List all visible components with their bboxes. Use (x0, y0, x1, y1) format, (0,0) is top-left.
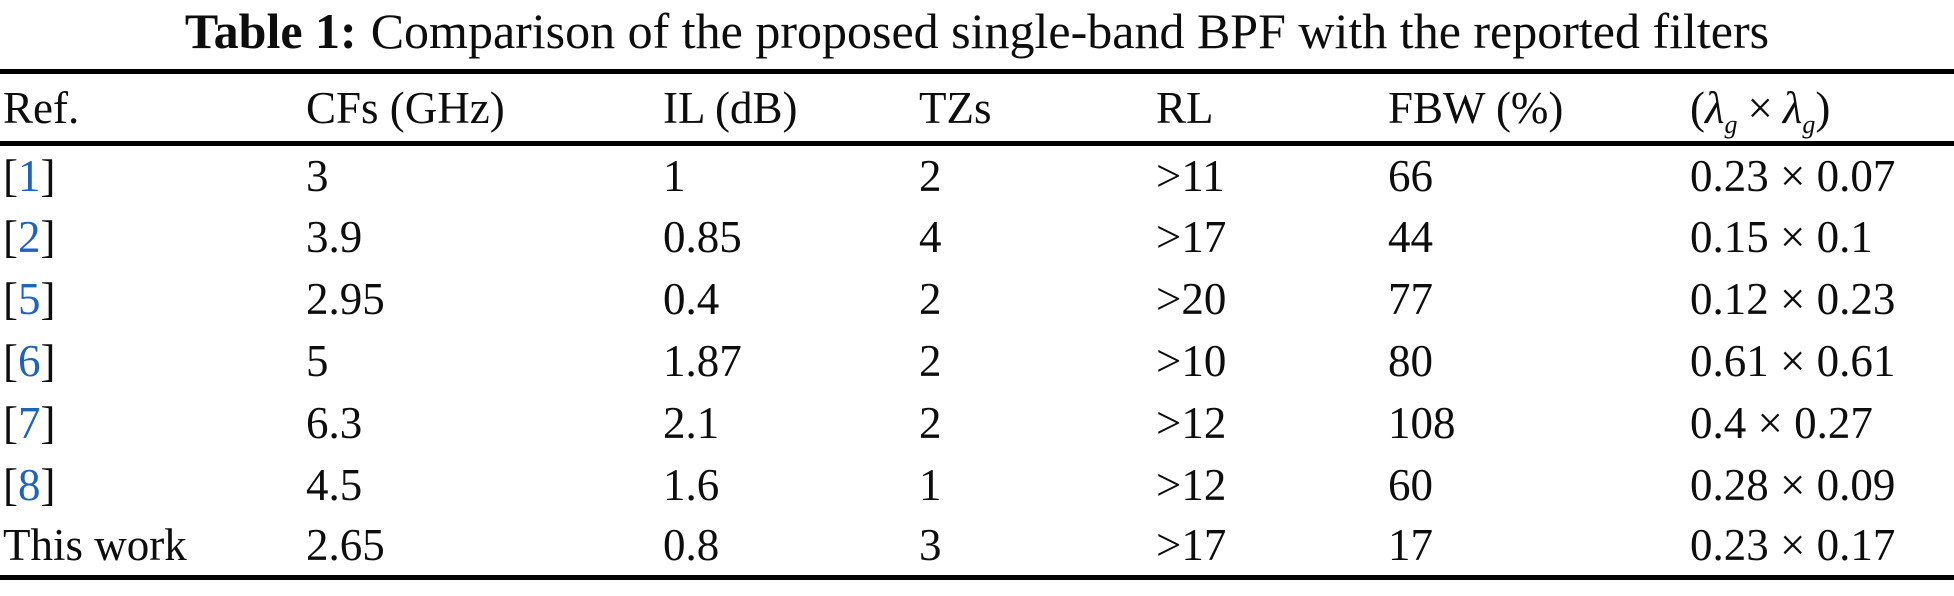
table-row: [1] 3 1 2 >11 66 0.23 × 0.07 (0, 144, 1954, 206)
fbw-cell: 60 (1388, 459, 1433, 510)
citation-bracket: [ (3, 211, 18, 262)
lambda-subscript: g (1724, 109, 1738, 139)
paren-close: ) (1815, 82, 1831, 133)
column-header-cfs: CFs (GHz) (306, 82, 505, 133)
citation-bracket: [ (3, 150, 18, 201)
citation-bracket: ] (40, 211, 56, 262)
tzs-cell: 1 (919, 459, 942, 510)
ref-cell: [1] (0, 144, 306, 206)
cfs-cell: 6.3 (306, 397, 363, 448)
table-row: [6] 5 1.87 2 >10 80 0.61 × 0.61 (0, 330, 1954, 392)
citation-bracket: [ (3, 459, 18, 510)
cfs-cell: 2.65 (306, 520, 385, 571)
paren-open: ( (1690, 82, 1705, 133)
rl-cell: >20 (1156, 273, 1227, 324)
fbw-cell: 44 (1388, 211, 1433, 262)
ref-cell: [2] (0, 206, 306, 268)
cfs-cell: 3 (306, 150, 329, 201)
fbw-cell: 17 (1388, 520, 1433, 571)
fbw-cell: 66 (1388, 150, 1433, 201)
ref-cell: [7] (0, 392, 306, 454)
ref-cell: This work (3, 520, 187, 571)
fbw-cell: 77 (1388, 273, 1433, 324)
comparison-table: Ref. CFs (GHz) IL (dB) TZs RL FBW (%) (λ… (0, 69, 1954, 580)
citation-link[interactable]: 8 (18, 459, 41, 510)
rl-cell: >12 (1156, 459, 1227, 510)
cfs-cell: 3.9 (306, 211, 363, 262)
ref-cell: [8] (0, 454, 306, 516)
size-cell: 0.61 × 0.61 (1690, 335, 1896, 386)
table-caption-label: Table 1: (184, 3, 357, 59)
citation-bracket: ] (40, 273, 56, 324)
table-row: [8] 4.5 1.6 1 >12 60 0.28 × 0.09 (0, 454, 1954, 516)
table-row: [2] 3.9 0.85 4 >17 44 0.15 × 0.1 (0, 206, 1954, 268)
size-cell: 0.15 × 0.1 (1690, 211, 1873, 262)
citation-bracket: ] (40, 459, 56, 510)
citation-link[interactable]: 1 (18, 150, 41, 201)
lambda-subscript: g (1802, 109, 1816, 139)
citation-bracket: [ (3, 335, 18, 386)
table-body: [1] 3 1 2 >11 66 0.23 × 0.07 [2] 3.9 0.85 4 >17 44 0.… (0, 144, 1954, 578)
ref-cell: [5] (0, 268, 306, 330)
tzs-cell: 2 (919, 273, 942, 324)
rl-cell: >11 (1156, 150, 1225, 201)
il-cell: 1 (663, 150, 686, 201)
citation-bracket: ] (40, 397, 56, 448)
header-row: Ref. CFs (GHz) IL (dB) TZs RL FBW (%) (λ… (0, 72, 1954, 144)
times-sign: × (1747, 82, 1773, 133)
tzs-cell: 4 (919, 211, 942, 262)
size-cell: 0.4 × 0.27 (1690, 397, 1873, 448)
column-header-fbw: FBW (%) (1388, 82, 1564, 133)
rl-cell: >12 (1156, 397, 1227, 448)
size-cell: 0.12 × 0.23 (1690, 273, 1896, 324)
fbw-cell: 108 (1388, 397, 1456, 448)
cfs-cell: 5 (306, 335, 329, 386)
tzs-cell: 3 (919, 520, 942, 571)
column-header-size: (λg × λg) (1690, 72, 1954, 144)
citation-bracket: ] (40, 335, 56, 386)
table-caption-text: Comparison of the proposed single-band B… (370, 3, 1770, 59)
citation-bracket: ] (40, 150, 56, 201)
il-cell: 2.1 (663, 397, 720, 448)
rl-cell: >10 (1156, 335, 1227, 386)
citation-link[interactable]: 6 (18, 335, 41, 386)
table-row: This work 2.65 0.8 3 >17 17 0.23 × 0.17 (0, 516, 1954, 578)
column-header-rl: RL (1156, 82, 1214, 133)
il-cell: 1.6 (663, 459, 720, 510)
size-cell: 0.28 × 0.09 (1690, 459, 1896, 510)
column-header-il: IL (dB) (663, 82, 798, 133)
citation-bracket: [ (3, 397, 18, 448)
citation-link[interactable]: 5 (18, 273, 41, 324)
il-cell: 1.87 (663, 335, 742, 386)
citation-link[interactable]: 2 (18, 211, 41, 262)
size-cell: 0.23 × 0.17 (1690, 520, 1896, 571)
column-header-tzs: TZs (919, 82, 992, 133)
table-caption: Table 1: Comparison of the proposed singl… (0, 0, 1954, 59)
tzs-cell: 2 (919, 150, 942, 201)
ref-cell: [6] (0, 330, 306, 392)
table-row: [5] 2.95 0.4 2 >20 77 0.12 × 0.23 (0, 268, 1954, 330)
lambda-symbol: λ (1705, 82, 1725, 133)
rl-cell: >17 (1156, 211, 1227, 262)
cfs-cell: 2.95 (306, 273, 385, 324)
tzs-cell: 2 (919, 397, 942, 448)
fbw-cell: 80 (1388, 335, 1433, 386)
citation-link[interactable]: 7 (18, 397, 41, 448)
citation-bracket: [ (3, 273, 18, 324)
il-cell: 0.4 (663, 273, 720, 324)
table-row: [7] 6.3 2.1 2 >12 108 0.4 × 0.27 (0, 392, 1954, 454)
lambda-symbol: λ (1782, 82, 1803, 133)
il-cell: 0.8 (663, 520, 720, 571)
tzs-cell: 2 (919, 335, 942, 386)
rl-cell: >17 (1156, 520, 1227, 571)
il-cell: 0.85 (663, 211, 742, 262)
size-cell: 0.23 × 0.07 (1690, 150, 1896, 201)
cfs-cell: 4.5 (306, 459, 363, 510)
column-header-ref: Ref. (3, 82, 80, 133)
